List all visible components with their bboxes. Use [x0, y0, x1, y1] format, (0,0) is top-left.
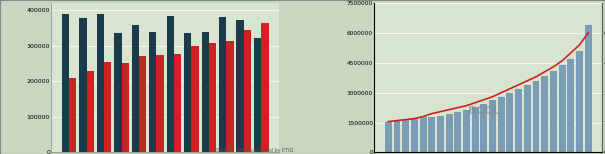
Bar: [149, 32, 157, 152]
Bar: [209, 43, 216, 152]
Bar: [437, 116, 444, 152]
Bar: [524, 85, 531, 152]
Bar: [454, 112, 461, 152]
Bar: [385, 122, 392, 152]
Bar: [550, 71, 557, 152]
Bar: [191, 46, 198, 152]
Bar: [402, 120, 409, 152]
Text: BCCL: BCCL: [468, 106, 500, 116]
Bar: [541, 76, 548, 152]
Bar: [122, 63, 129, 152]
Bar: [219, 17, 226, 152]
Bar: [584, 25, 592, 152]
Bar: [157, 55, 164, 152]
Bar: [411, 118, 418, 152]
Bar: [69, 78, 76, 152]
Bar: [567, 59, 574, 152]
Bar: [515, 89, 522, 152]
Bar: [62, 14, 69, 152]
Bar: [261, 23, 269, 152]
Bar: [132, 25, 139, 152]
Bar: [558, 65, 566, 152]
Bar: [79, 18, 87, 152]
Bar: [472, 107, 479, 152]
Bar: [498, 97, 505, 152]
Bar: [114, 33, 122, 152]
Bar: [174, 54, 182, 152]
Bar: [506, 93, 514, 152]
Bar: [237, 20, 244, 152]
Bar: [201, 32, 209, 152]
Bar: [87, 71, 94, 152]
Bar: [420, 117, 427, 152]
Bar: [446, 114, 453, 152]
Bar: [428, 117, 435, 152]
Bar: [254, 38, 261, 152]
Bar: [480, 104, 488, 152]
Bar: [532, 81, 540, 152]
Bar: [244, 30, 251, 152]
Bar: [226, 41, 234, 152]
Bar: [104, 62, 111, 152]
Bar: [489, 100, 496, 152]
Bar: [576, 51, 583, 152]
Bar: [139, 56, 146, 152]
Bar: [97, 14, 104, 152]
Bar: [393, 121, 401, 152]
Bar: [463, 110, 470, 152]
Bar: [184, 33, 191, 152]
Bar: [166, 16, 174, 152]
Text: Source: AMFL compiled by ETIG: Source: AMFL compiled by ETIG: [216, 148, 293, 153]
